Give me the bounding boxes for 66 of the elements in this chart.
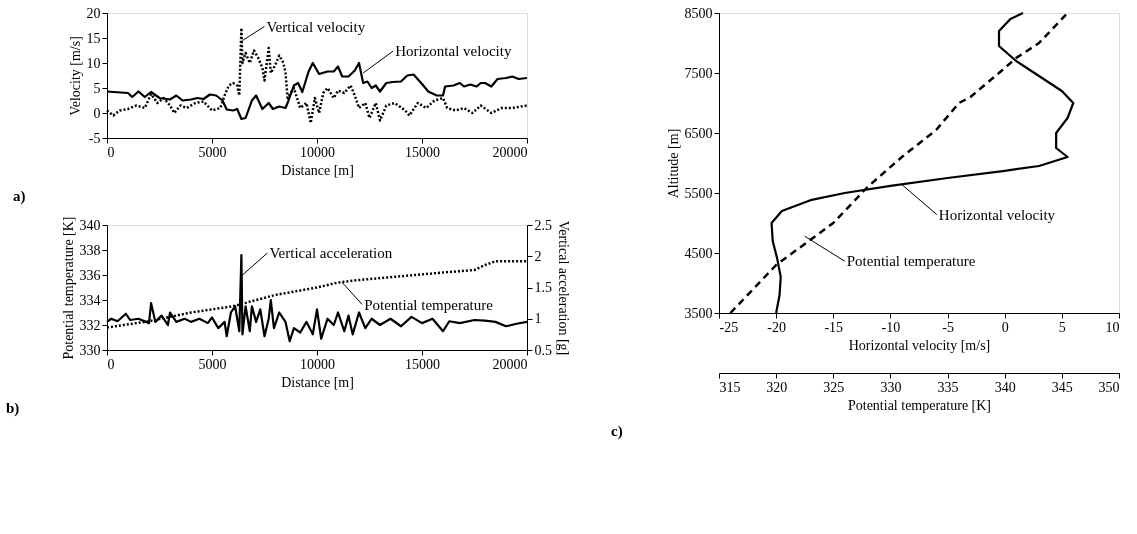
x2-tick-label: 315 <box>719 379 741 395</box>
y-tick-label: 5500 <box>684 185 713 201</box>
y-axis-title: Altitude [m] <box>665 128 681 199</box>
x2-tick-label: 330 <box>880 379 902 395</box>
y-tick-label: 10 <box>86 55 101 71</box>
y-axis-title: Potential temperature [K] <box>60 216 76 360</box>
y-tick-label: 8500 <box>684 5 713 21</box>
x2-tick-label: 320 <box>766 379 788 395</box>
x-tick-label: 0 <box>107 356 115 372</box>
y2-tick-label: 1.5 <box>534 280 552 295</box>
x-tick-label: 20000 <box>492 144 528 160</box>
x-tick-label: -25 <box>719 319 739 335</box>
y-tick-label: 6500 <box>684 125 713 141</box>
annotation: Vertical velocity <box>266 18 366 35</box>
x-tick-label: 0 <box>107 144 115 160</box>
x-tick-label: 5000 <box>198 144 227 160</box>
x-tick-label: 0 <box>1001 319 1009 335</box>
x2-axis-title: Potential temperature [K] <box>847 397 992 413</box>
x-tick-label: 10 <box>1105 319 1120 335</box>
x2-tick-label: 345 <box>1051 379 1073 395</box>
y-tick-label: 334 <box>79 292 101 308</box>
x-tick-label: 5 <box>1058 319 1066 335</box>
annotation: Vertical acceleration <box>269 245 393 261</box>
annotation: Horizontal velocity <box>395 43 512 59</box>
y-tick-label: 340 <box>79 217 101 233</box>
y2-tick-label: 2.5 <box>534 217 552 233</box>
y2-tick-label: 2 <box>534 248 542 264</box>
y-tick-label: 15 <box>86 30 101 46</box>
x-axis-title: Distance [m] <box>281 374 354 390</box>
x-tick-label: -15 <box>824 319 844 335</box>
y2-axis-title: Vertical acceleration [g] <box>556 220 571 356</box>
y-tick-label: 336 <box>79 267 101 283</box>
y-axis-title: Velocity [m/s] <box>67 36 83 116</box>
x-tick-label: -10 <box>881 319 901 335</box>
x2-tick-label: 340 <box>994 379 1016 395</box>
text: c) <box>611 423 623 440</box>
y2-tick-label: 0.5 <box>534 342 552 358</box>
x2-tick-label: 325 <box>823 379 845 395</box>
annotation: Horizontal velocity <box>938 206 1056 223</box>
x-tick-label: 20000 <box>492 356 528 372</box>
y-tick-label: 20 <box>86 5 101 21</box>
x-tick-label: 10000 <box>300 144 335 160</box>
x-tick-label: -5 <box>942 319 954 335</box>
annotation: Potential temperature <box>364 296 494 313</box>
x-tick-label: 15000 <box>405 144 440 160</box>
text: a) <box>13 188 26 205</box>
x2-tick-label: 335 <box>937 379 959 395</box>
x-tick-label: 5000 <box>198 356 227 372</box>
x-axis-title: Horizontal velocity [m/s] <box>848 337 991 353</box>
y2-tick-label: 1 <box>534 311 542 327</box>
y-tick-label: 330 <box>79 342 101 358</box>
y-tick-label: 332 <box>79 317 101 333</box>
y-tick-label: 5 <box>93 80 101 96</box>
x-tick-label: -20 <box>767 319 786 335</box>
x2-tick-label: 350 <box>1098 379 1120 395</box>
y-tick-label: -5 <box>88 130 101 146</box>
text: b) <box>6 400 20 417</box>
x-axis-title: Distance [m] <box>281 162 354 178</box>
y-tick-label: 4500 <box>684 245 713 261</box>
y-tick-label: 338 <box>79 242 101 258</box>
x-tick-label: 10000 <box>300 356 335 372</box>
y-tick-label: 0 <box>93 105 101 121</box>
y-tick-label: 3500 <box>684 305 713 321</box>
x-tick-label: 15000 <box>405 356 440 372</box>
y-tick-label: 7500 <box>684 65 713 81</box>
annotation: Potential temperature <box>846 253 976 270</box>
